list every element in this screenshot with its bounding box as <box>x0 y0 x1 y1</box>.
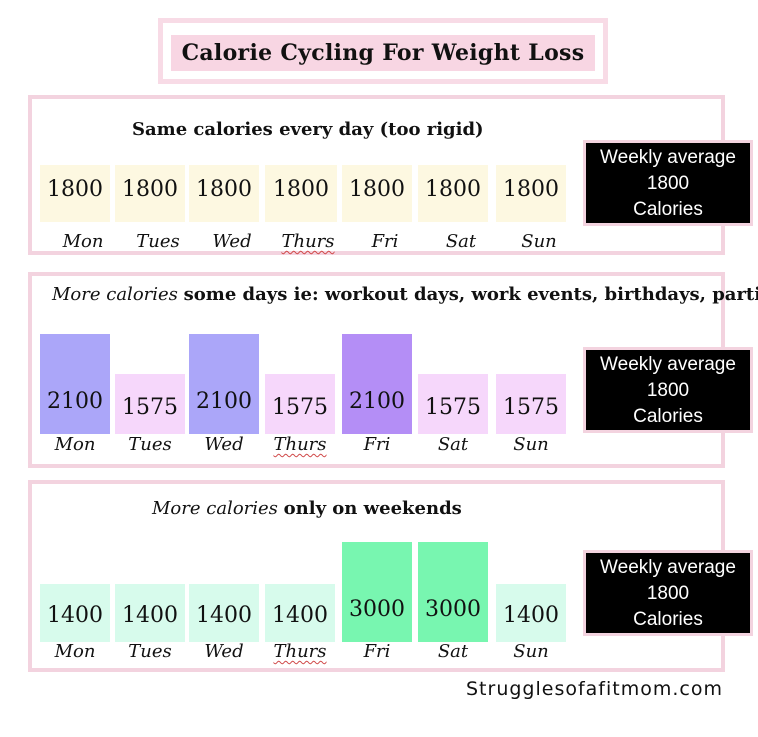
bar-value-label: 3000 <box>425 597 481 622</box>
bar-value-label: 1800 <box>273 177 329 202</box>
weekly-average-label: Weekly average <box>600 354 736 375</box>
bar-sun: 1800 <box>496 165 566 222</box>
title-frame: Calorie Cycling For Weight Loss <box>158 18 608 84</box>
bar-value-label: 1575 <box>503 395 559 420</box>
page-title: Calorie Cycling For Weight Loss <box>171 35 595 71</box>
day-label-mon: Mon <box>54 434 96 455</box>
panel-title-bold: some days ie: workout days, work events,… <box>183 284 758 305</box>
day-label-tues: Tues <box>128 641 172 662</box>
day-label-sat: Sat <box>437 641 469 662</box>
bar-sat: 1800 <box>418 165 488 222</box>
day-label-fri: Fri <box>363 641 391 662</box>
bar-mon: 1400 <box>40 584 110 642</box>
day-label-fri: Fri <box>363 434 391 455</box>
bar-mon: 1800 <box>40 165 110 222</box>
bar-fri: 2100 <box>342 334 412 434</box>
weekly-average-unit: Calories <box>633 609 703 630</box>
weekly-average-value: 1800 <box>646 583 690 604</box>
bar-wed: 2100 <box>189 334 259 434</box>
panel-title: More calories some days ie: workout days… <box>52 284 758 305</box>
bar-thurs: 1400 <box>265 584 335 642</box>
weekly-average-value: 1800 <box>646 173 690 194</box>
weekly-average-box: Weekly average 1800 Calories <box>583 140 753 226</box>
bar-sat: 1575 <box>418 374 488 434</box>
bar-value-label: 1400 <box>47 603 103 628</box>
bar-value-label: 3000 <box>349 597 405 622</box>
day-label-thurs: Thurs <box>273 434 327 455</box>
bar-sun: 1575 <box>496 374 566 434</box>
bar-wed: 1400 <box>189 584 259 642</box>
bar-wed: 1800 <box>189 165 259 222</box>
day-label-sun: Sun <box>513 434 549 455</box>
bar-value-label: 2100 <box>196 389 252 414</box>
bar-value-label: 1400 <box>503 603 559 628</box>
day-label-tues: Tues <box>128 434 172 455</box>
day-label-wed: Wed <box>204 434 244 455</box>
bar-fri: 1800 <box>342 165 412 222</box>
bar-tues: 1800 <box>115 165 185 222</box>
weekly-average-value: 1800 <box>646 380 690 401</box>
day-label-mon: Mon <box>62 231 104 252</box>
bar-value-label: 2100 <box>349 389 405 414</box>
day-label-fri: Fri <box>371 231 399 252</box>
weekly-average-unit: Calories <box>633 199 703 220</box>
bar-thurs: 1575 <box>265 374 335 434</box>
bar-value-label: 2100 <box>47 389 103 414</box>
day-label-tues: Tues <box>136 231 180 252</box>
bar-value-label: 1575 <box>272 395 328 420</box>
bar-sun: 1400 <box>496 584 566 642</box>
weekly-average-unit: Calories <box>633 406 703 427</box>
bar-value-label: 1800 <box>47 177 103 202</box>
weekly-average-box: Weekly average 1800 Calories <box>583 550 753 636</box>
bar-value-label: 1800 <box>122 177 178 202</box>
day-label-wed: Wed <box>212 231 252 252</box>
weekly-average-box: Weekly average 1800 Calories <box>583 347 753 433</box>
bar-value-label: 1400 <box>122 603 178 628</box>
day-label-thurs: Thurs <box>273 641 327 662</box>
bar-value-label: 1800 <box>425 177 481 202</box>
panel-title-italic: More calories <box>52 284 178 305</box>
bar-tues: 1400 <box>115 584 185 642</box>
bar-value-label: 1800 <box>349 177 405 202</box>
panel-title: Same calories every day (too rigid) <box>132 119 484 140</box>
day-label-sat: Sat <box>437 434 469 455</box>
bar-fri: 3000 <box>342 542 412 642</box>
day-label-mon: Mon <box>54 641 96 662</box>
panel-title-italic: More calories <box>152 498 278 519</box>
panel-title-bold: only on weekends <box>283 498 462 519</box>
bar-tues: 1575 <box>115 374 185 434</box>
panel-title-bold: Same calories every day (too rigid) <box>132 119 484 140</box>
bar-value-label: 1800 <box>503 177 559 202</box>
bar-thurs: 1800 <box>265 165 337 222</box>
day-label-thurs: Thurs <box>281 231 335 252</box>
day-label-sun: Sun <box>513 641 549 662</box>
bar-value-label: 1400 <box>272 603 328 628</box>
bar-value-label: 1575 <box>122 395 178 420</box>
bar-value-label: 1400 <box>196 603 252 628</box>
weekly-average-label: Weekly average <box>600 557 736 578</box>
panel-title: More calories only on weekends <box>152 498 462 519</box>
day-label-sat: Sat <box>445 231 477 252</box>
website-footer: Strugglesofafitmom.com <box>466 678 723 700</box>
weekly-average-label: Weekly average <box>600 147 736 168</box>
bar-value-label: 1575 <box>425 395 481 420</box>
bar-value-label: 1800 <box>196 177 252 202</box>
day-label-wed: Wed <box>204 641 244 662</box>
bar-mon: 2100 <box>40 334 110 434</box>
day-label-sun: Sun <box>521 231 557 252</box>
bar-sat: 3000 <box>418 542 488 642</box>
